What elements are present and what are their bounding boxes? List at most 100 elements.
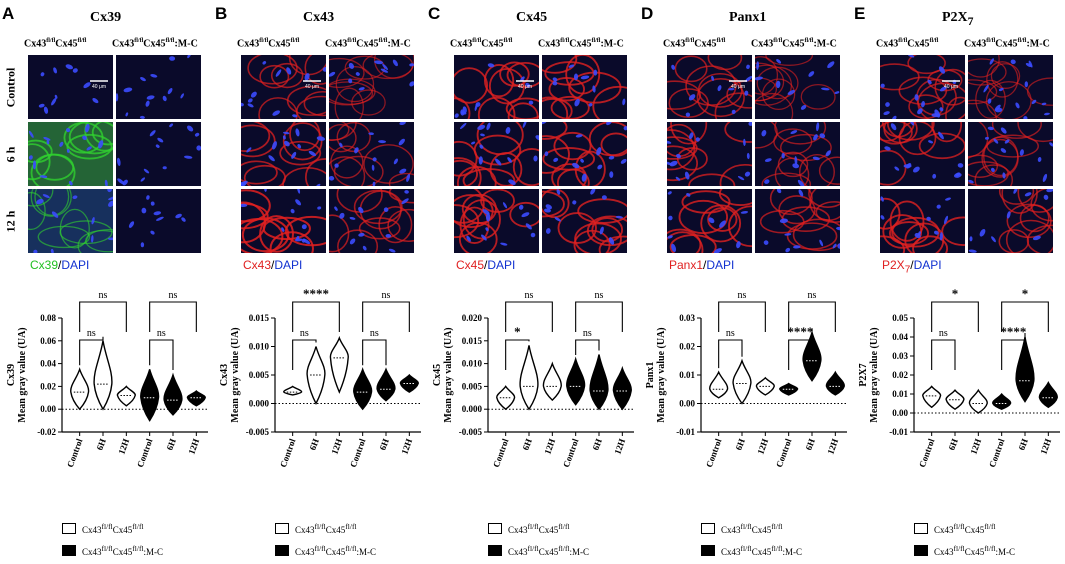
violin-mark	[732, 358, 752, 405]
violin-chart: -0.01 0.00 0.01 0.02 0.03 Panx1 Mean gray valu…	[645, 290, 847, 469]
significance-label: ns	[157, 328, 166, 339]
comparison-bracket	[292, 301, 340, 332]
violin-mark	[802, 329, 822, 382]
micrograph	[880, 189, 965, 253]
micrograph-image	[241, 189, 326, 253]
panel-letter: C	[428, 4, 441, 23]
y-tick-label: 0.03	[679, 313, 695, 323]
legend-label: Cx43fl/flCx45fl/fl:M-C	[82, 543, 164, 557]
violin-chart: -0.005 0.000 0.005 0.010 0.015 0.020 Cx45 Mean …	[432, 290, 634, 469]
micrograph	[542, 122, 627, 186]
micrograph	[454, 189, 539, 253]
panel-letter: A	[2, 4, 15, 23]
legend-label: Cx43fl/flCx45fl/fl	[721, 521, 783, 535]
micrograph-image	[542, 55, 627, 119]
micrograph-image	[880, 122, 965, 186]
scale-bar-label: 40 μm	[731, 84, 745, 90]
comparison-bracket	[79, 301, 127, 332]
micrograph-image	[968, 55, 1053, 119]
comparison-bracket	[362, 339, 387, 366]
x-tick-label: 6H	[804, 437, 817, 451]
x-tick-label: 12H	[755, 437, 770, 455]
micrograph-image	[755, 55, 840, 119]
stain-label: Cx39/DAPI	[30, 258, 90, 272]
micrograph	[542, 189, 627, 253]
panel-c: C Cx45 Cx43fl/flCx45fl/fl Cx43fl/flCx45fl/f…	[426, 0, 638, 560]
legend-item: Cx43fl/flCx45fl/fl	[62, 520, 163, 536]
significance-label: ns	[300, 328, 309, 339]
legend-swatch	[62, 522, 76, 534]
legend-label: Cx43fl/flCx45fl/fl	[934, 521, 996, 535]
micrograph	[329, 55, 414, 119]
micrograph-image: 40 μm	[667, 55, 752, 119]
micrograph-image	[542, 122, 627, 186]
y-tick-label: 0.08	[40, 313, 56, 323]
y-axis-label: P2X7	[858, 363, 869, 386]
violin-mark	[93, 340, 113, 411]
micrograph-image	[968, 189, 1053, 253]
panel-title: Cx43	[303, 10, 335, 25]
y-tick-label: 0.020	[462, 313, 483, 323]
micrograph-image	[329, 189, 414, 253]
y-axis-label: Mean gray value (UA)	[17, 327, 28, 422]
row-label: 12 h	[3, 210, 18, 233]
significance-label: ns	[382, 290, 391, 301]
x-tick-label: Control	[278, 437, 298, 469]
y-tick-label: 0.05	[892, 313, 908, 323]
violin-mark	[945, 389, 965, 411]
legend-item: Cx43fl/flCx45fl/fl:M-C	[62, 542, 163, 558]
violin-mark	[1038, 380, 1058, 409]
row-label: 6 h	[3, 146, 18, 163]
x-tick-label: 12H	[825, 437, 840, 455]
comparison-bracket	[575, 301, 623, 332]
significance-label: ns	[169, 290, 178, 301]
violin-mark	[306, 343, 326, 406]
x-tick-label: 6H	[734, 437, 747, 451]
y-tick-label: 0.000	[249, 399, 270, 409]
violin-mark	[922, 385, 942, 409]
violin-mark	[1015, 336, 1035, 403]
y-tick-label: 0.00	[679, 399, 695, 409]
dapi-label: DAPI	[274, 258, 303, 272]
violin-mark	[825, 370, 845, 396]
panel-e: E P2X7 Cx43fl/flCx45fl/fl Cx43fl/flCx45fl/f…	[852, 0, 1064, 560]
micrograph-image	[880, 189, 965, 253]
panel-d: D Panx1 Cx43fl/flCx45fl/fl Cx43fl/flCx45fl/…	[639, 0, 851, 560]
micrograph: 40 μm	[667, 55, 752, 119]
significance-label: ****	[787, 324, 813, 339]
x-tick-label: 6H	[591, 437, 604, 451]
y-axis-label: Cx39	[6, 364, 17, 386]
x-tick-label: 12H	[1038, 437, 1053, 455]
x-tick-label: 6H	[165, 437, 178, 451]
legend-swatch	[914, 522, 928, 534]
x-tick-label: Control	[704, 437, 724, 469]
micrograph	[28, 189, 113, 253]
micrograph: 40 μm	[454, 55, 539, 119]
legend-label: Cx43fl/flCx45fl/fl:M-C	[721, 543, 803, 557]
legend-swatch	[488, 544, 502, 556]
micrograph	[329, 122, 414, 186]
legend-label: Cx43fl/flCx45fl/fl	[508, 521, 570, 535]
violin-mark	[186, 390, 206, 407]
violin-mark	[163, 372, 183, 416]
violin-mark	[992, 392, 1012, 410]
panel-letter: D	[641, 4, 654, 23]
x-tick-label: Control	[987, 437, 1007, 469]
y-axis-label: Mean gray value (UA)	[443, 327, 454, 422]
panel-title: Cx45	[516, 10, 548, 25]
x-tick-label: Control	[348, 437, 368, 469]
panel-b: B Cx43 Cx43fl/flCx45fl/fl Cx43fl/flCx45fl/f…	[213, 0, 425, 560]
violin-mark	[116, 385, 136, 407]
micrograph-image	[116, 189, 201, 253]
significance-label: ns	[583, 328, 592, 339]
scale-bar-label: 40 μm	[305, 84, 319, 90]
violin-chart: -0.005 0.000 0.005 0.010 0.015 Cx43 Mean gray …	[219, 286, 421, 469]
group-label: Cx43fl/flCx45fl/fl	[450, 38, 513, 50]
violin-mark	[70, 367, 90, 411]
violin-mark	[399, 373, 419, 393]
micrograph	[329, 189, 414, 253]
micrograph-image: 40 μm	[241, 55, 326, 119]
group-label: Cx43fl/flCx45fl/fl:M-C	[325, 38, 411, 50]
y-tick-label: 0.015	[462, 336, 483, 346]
comparison-bracket	[505, 301, 553, 332]
